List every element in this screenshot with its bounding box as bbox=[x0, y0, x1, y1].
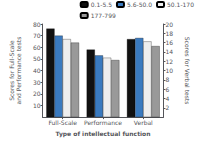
svg-text:6: 6 bbox=[165, 86, 169, 93]
svg-text:Scores for Full-Scale: Scores for Full-Scale bbox=[8, 40, 15, 101]
svg-text:and Performance tests: and Performance tests bbox=[15, 37, 22, 105]
svg-text:4: 4 bbox=[165, 95, 169, 102]
svg-text:14: 14 bbox=[165, 48, 173, 55]
svg-text:8: 8 bbox=[165, 76, 169, 83]
svg-text:80: 80 bbox=[33, 21, 41, 28]
svg-text:Performance: Performance bbox=[84, 119, 122, 126]
svg-text:177-799: 177-799 bbox=[91, 12, 116, 19]
svg-text:5.6-50.0: 5.6-50.0 bbox=[127, 1, 152, 8]
svg-text:2: 2 bbox=[165, 104, 169, 111]
svg-text:20: 20 bbox=[165, 21, 173, 28]
svg-text:0.1-5.5: 0.1-5.5 bbox=[91, 1, 112, 8]
svg-text:50.1-170: 50.1-170 bbox=[167, 1, 194, 8]
svg-text:70: 70 bbox=[33, 32, 41, 39]
svg-text:18: 18 bbox=[165, 30, 173, 37]
svg-text:10: 10 bbox=[165, 67, 173, 74]
svg-text:16: 16 bbox=[165, 39, 173, 46]
svg-text:Type of intellectual function: Type of intellectual function bbox=[56, 130, 151, 138]
svg-text:40: 40 bbox=[33, 67, 41, 74]
svg-text:12: 12 bbox=[165, 58, 173, 65]
svg-text:30: 30 bbox=[33, 79, 41, 86]
svg-text:10: 10 bbox=[33, 102, 41, 109]
svg-text:Full-Scale: Full-Scale bbox=[48, 119, 77, 126]
svg-text:Verbal: Verbal bbox=[134, 119, 153, 126]
svg-text:20: 20 bbox=[33, 90, 41, 97]
svg-text:60: 60 bbox=[33, 44, 41, 51]
svg-text:Scores for Verbal tests: Scores for Verbal tests bbox=[184, 37, 191, 105]
svg-text:50: 50 bbox=[33, 55, 41, 62]
